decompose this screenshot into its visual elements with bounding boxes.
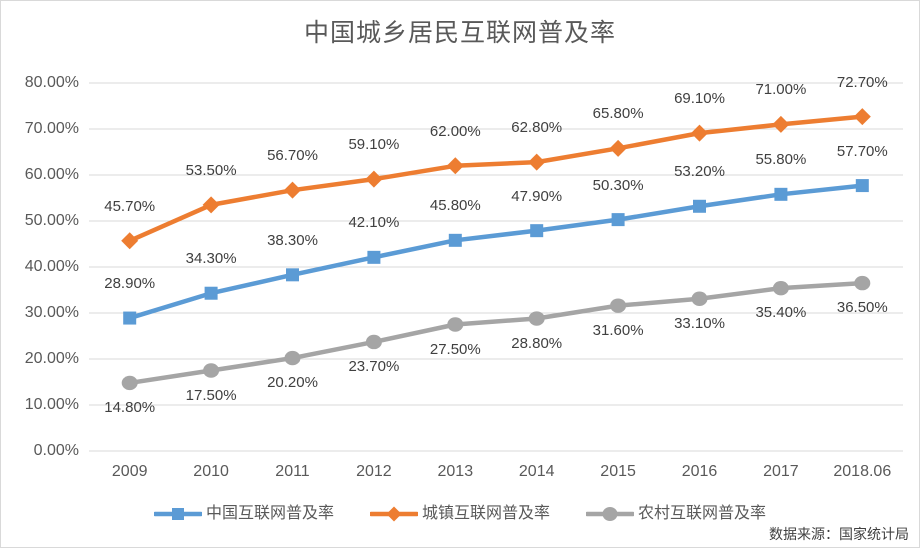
data-point-marker-urban	[772, 115, 790, 133]
data-point-marker-china	[774, 187, 788, 201]
x-axis-tick-label: 2012	[356, 463, 392, 480]
data-point-marker-urban	[365, 170, 383, 188]
data-label-china: 57.70%	[836, 142, 888, 160]
y-axis-tick-label: 40.00%	[24, 258, 79, 275]
data-point-marker-rural	[203, 363, 220, 378]
data-label-china: 55.80%	[755, 151, 807, 169]
legend-marker-square-icon	[153, 508, 202, 520]
legend: 中国互联网普及率 城镇互联网普及率 农村互联网普及率	[1, 504, 919, 524]
y-axis-tick-label: 70.00%	[24, 120, 79, 137]
data-point-marker-rural	[284, 350, 301, 366]
data-point-marker-rural	[854, 275, 871, 291]
data-point-marker-china	[530, 224, 544, 238]
y-axis-tick-label: 10.00%	[24, 396, 79, 413]
x-axis-tick-label: 2010	[193, 463, 229, 480]
data-label-china: 47.90%	[511, 187, 563, 205]
data-point-marker-rural	[121, 375, 138, 391]
data-label-china: 45.80%	[429, 197, 481, 215]
source-note: 数据来源：国家统计局	[769, 526, 909, 542]
data-label-china: 28.90%	[104, 275, 156, 293]
y-axis-tick-label: 60.00%	[24, 166, 79, 183]
data-point-marker-urban	[446, 157, 464, 175]
legend-marker-diamond-icon	[369, 506, 418, 522]
data-label-urban: 65.80%	[592, 105, 644, 123]
y-axis-tick-label: 50.00%	[24, 212, 79, 229]
data-label-rural: 20.20%	[267, 374, 318, 392]
data-label-urban: 62.80%	[511, 119, 563, 137]
data-label-rural: 14.80%	[104, 398, 156, 416]
x-axis-tick-label: 2018.06	[833, 463, 892, 480]
chart-title: 中国城乡居民互联网普及率	[303, 19, 616, 47]
legend-label: 中国互联网普及率	[205, 505, 334, 522]
legend-item-china: 中国互联网普及率	[153, 504, 334, 524]
data-label-urban: 62.00%	[429, 122, 481, 140]
data-label-rural: 33.10%	[674, 314, 725, 332]
legend-item-rural: 农村互联网普及率	[586, 504, 766, 524]
data-label-rural: 27.50%	[429, 340, 481, 358]
data-point-marker-urban	[202, 196, 220, 214]
data-point-marker-rural	[691, 291, 708, 306]
data-label-rural: 36.50%	[836, 299, 888, 317]
data-label-urban: 56.70%	[267, 147, 318, 165]
data-point-marker-china	[286, 268, 299, 282]
data-point-marker-urban	[121, 232, 139, 250]
data-label-urban: 69.10%	[674, 90, 725, 108]
legend-label: 城镇互联网普及率	[421, 505, 550, 522]
x-axis-tick-label: 2015	[600, 463, 636, 480]
data-label-china: 50.30%	[592, 176, 644, 194]
data-point-marker-rural	[772, 280, 789, 296]
data-point-marker-china	[367, 250, 381, 264]
x-axis-tick-label: 2011	[275, 463, 310, 480]
series-line-china	[127, 183, 865, 321]
y-axis-tick-label: 0.00%	[33, 442, 79, 459]
y-axis-tick-label: 30.00%	[24, 304, 79, 321]
data-label-urban: 71.00%	[755, 81, 807, 99]
data-point-marker-urban	[853, 108, 871, 126]
data-point-marker-rural	[365, 334, 382, 350]
x-axis-tick-label: 2009	[111, 463, 148, 480]
data-label-rural: 35.40%	[755, 304, 807, 322]
data-point-marker-rural	[528, 311, 545, 326]
data-point-marker-china	[855, 179, 869, 193]
y-axis-tick-label: 80.00%	[24, 74, 79, 91]
x-axis-tick-label: 2014	[518, 463, 555, 480]
data-point-marker-china	[693, 199, 706, 213]
legend-item-urban: 城镇互联网普及率	[369, 504, 550, 524]
data-label-urban: 72.70%	[836, 73, 888, 91]
data-point-marker-china	[204, 286, 218, 300]
legend-marker-circle-icon	[586, 507, 634, 521]
data-label-rural: 17.50%	[185, 386, 237, 404]
data-label-china: 53.20%	[674, 163, 725, 181]
y-axis-tick-label: 20.00%	[24, 350, 79, 367]
data-point-marker-rural	[610, 298, 627, 313]
data-point-marker-china	[448, 233, 462, 247]
data-label-urban: 53.50%	[185, 161, 237, 179]
series-line-urban	[127, 114, 865, 244]
x-axis-tick-label: 2016	[681, 463, 718, 480]
data-point-marker-rural	[447, 317, 464, 332]
data-point-marker-urban	[284, 181, 301, 199]
data-point-marker-urban	[691, 124, 708, 142]
data-point-marker-urban	[609, 139, 627, 157]
data-label-rural: 23.70%	[348, 357, 400, 375]
data-point-marker-china	[123, 311, 137, 325]
data-label-rural: 28.80%	[511, 334, 563, 352]
data-label-china: 34.30%	[185, 250, 237, 268]
data-point-marker-china	[611, 213, 625, 227]
x-axis-tick-label: 2013	[437, 463, 474, 480]
data-point-marker-urban	[528, 153, 546, 171]
legend-label: 农村互联网普及率	[638, 505, 767, 522]
data-label-china: 42.10%	[348, 214, 400, 232]
data-label-urban: 45.70%	[104, 197, 156, 215]
data-label-china: 38.30%	[267, 231, 318, 249]
x-axis-tick-label: 2017	[763, 463, 799, 480]
data-label-urban: 59.10%	[348, 136, 400, 154]
series-line-rural	[127, 280, 865, 386]
data-label-rural: 31.60%	[592, 321, 644, 339]
